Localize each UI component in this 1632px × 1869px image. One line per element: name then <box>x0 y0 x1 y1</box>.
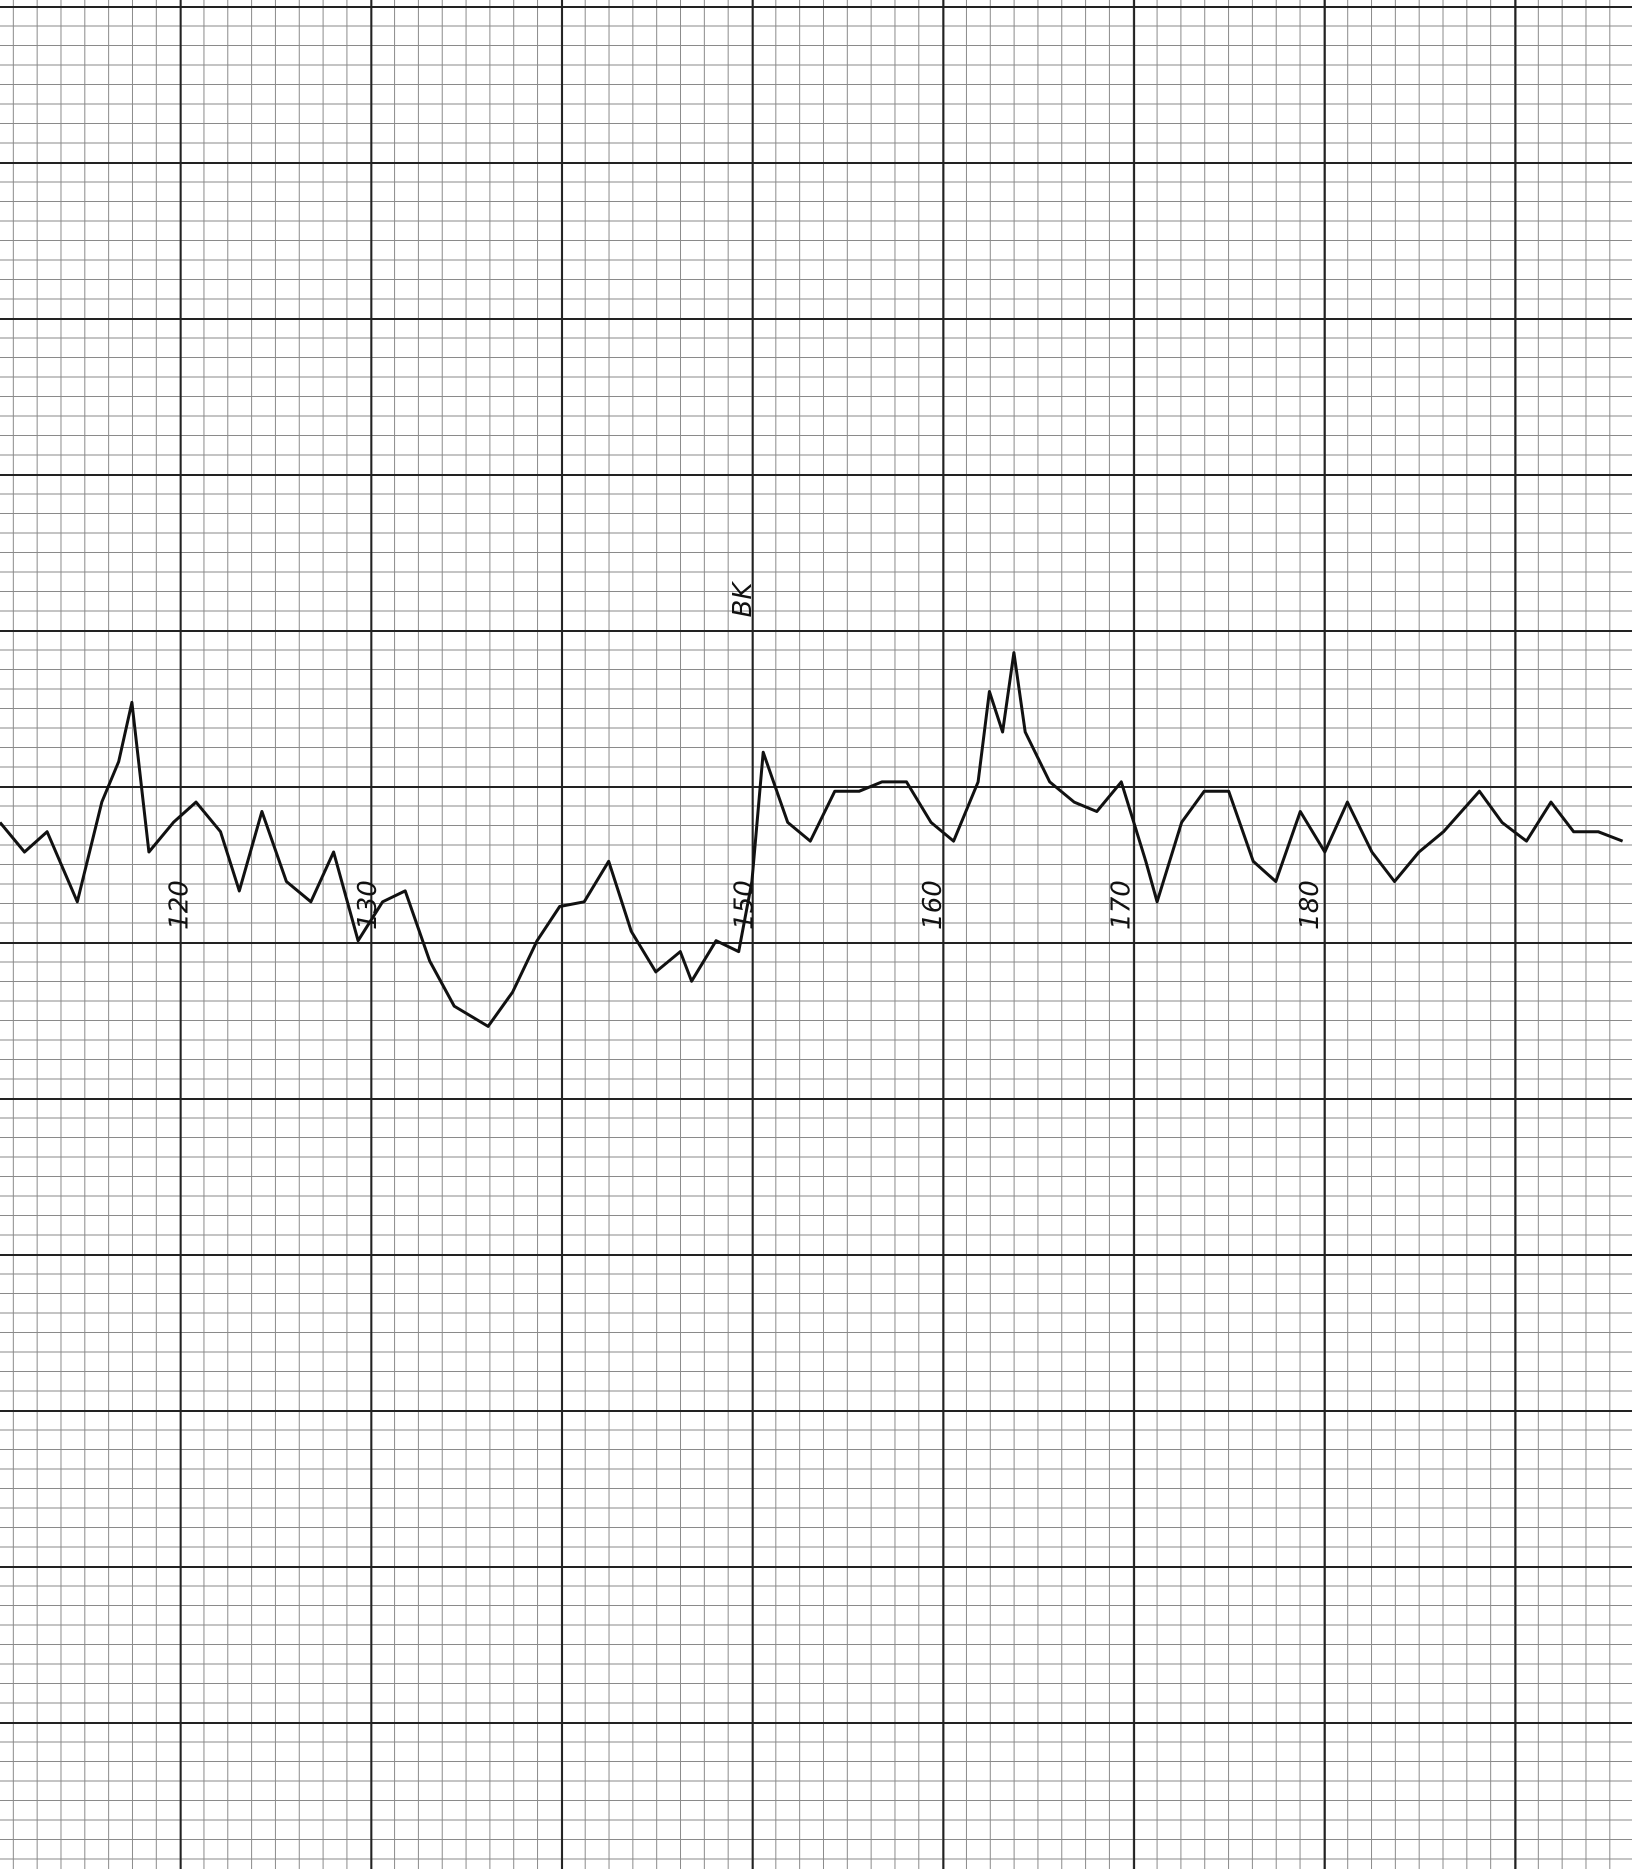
x-tick-label: 160 <box>918 880 948 930</box>
trace <box>0 651 1624 1028</box>
x-tick-label: 130 <box>353 880 383 930</box>
x-tick-label: 120 <box>164 880 194 930</box>
annotation: BK <box>728 581 758 618</box>
x-tick-label: 170 <box>1107 880 1137 930</box>
x-tick-label: 180 <box>1295 880 1325 930</box>
